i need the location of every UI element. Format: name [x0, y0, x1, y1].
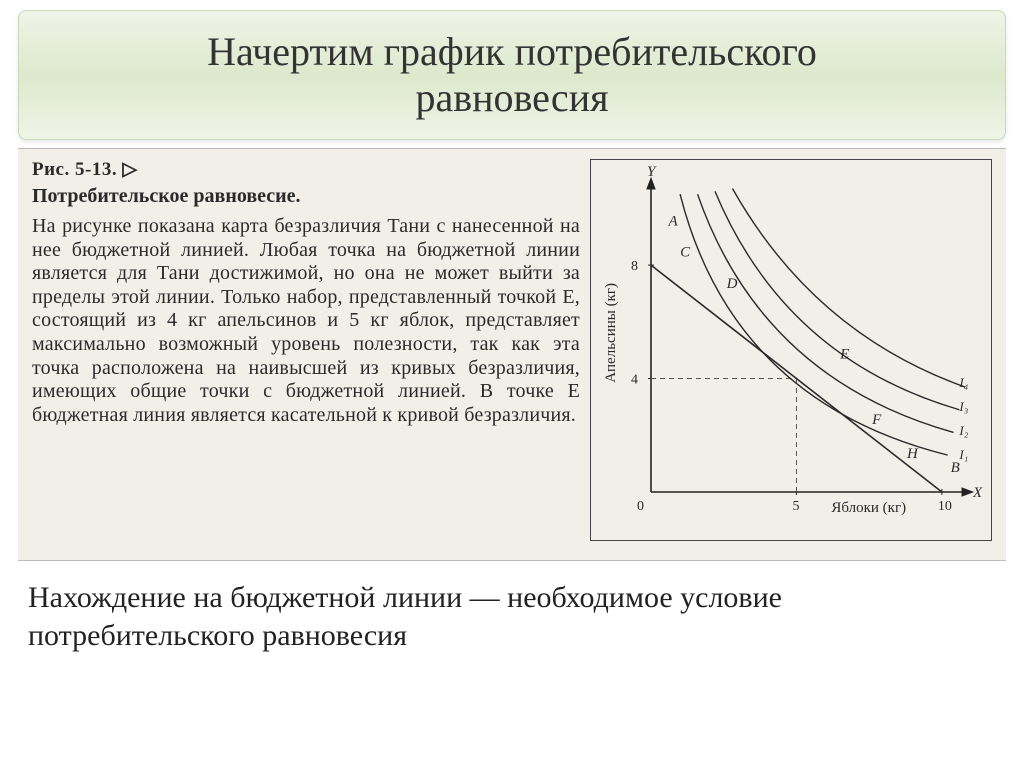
svg-text:8: 8	[631, 259, 638, 274]
figure-body: На рисунке показана карта безразличия Та…	[32, 215, 580, 427]
svg-text:I₂: I₂	[958, 423, 968, 438]
figure-text: Рис. 5-13. ▷ Потребительское равновесие.…	[32, 159, 580, 546]
svg-text:I₁: I₁	[958, 447, 968, 462]
svg-text:Апельсины (кг): Апельсины (кг)	[603, 283, 619, 383]
svg-text:Y: Y	[647, 164, 657, 180]
figure-label: Рис. 5-13. ▷	[32, 159, 580, 181]
svg-text:F: F	[871, 412, 882, 428]
svg-text:H: H	[906, 446, 919, 462]
svg-text:C: C	[680, 245, 691, 261]
svg-text:E: E	[839, 347, 849, 363]
title-banner: Начертим график потребительского равнове…	[18, 10, 1006, 140]
figure-caption: Потребительское равновесие.	[32, 185, 580, 209]
title-line2: равновесия	[29, 75, 995, 121]
equilibrium-chart: 0 5 10 4 8 Яблоки (кг) X Апельсины (кг) Y I₁ I₂ I₃ I…	[590, 159, 992, 541]
svg-text:I₃: I₃	[958, 399, 968, 414]
svg-text:B: B	[951, 460, 960, 476]
title-line1: Начертим график потребительского	[29, 29, 995, 75]
svg-text:4: 4	[631, 373, 638, 388]
textbook-scan: Рис. 5-13. ▷ Потребительское равновесие.…	[18, 148, 1006, 561]
footer-statement: Нахождение на бюджетной линии — необходи…	[28, 579, 996, 654]
svg-text:5: 5	[792, 499, 799, 514]
svg-text:I₄: I₄	[958, 375, 968, 390]
svg-text:A: A	[667, 213, 678, 229]
svg-text:D: D	[726, 276, 738, 292]
svg-text:Яблоки (кг): Яблоки (кг)	[831, 500, 906, 516]
svg-text:0: 0	[637, 499, 644, 514]
chart-container: 0 5 10 4 8 Яблоки (кг) X Апельсины (кг) Y I₁ I₂ I₃ I…	[590, 159, 992, 546]
svg-text:X: X	[972, 485, 983, 501]
svg-text:10: 10	[938, 499, 952, 514]
